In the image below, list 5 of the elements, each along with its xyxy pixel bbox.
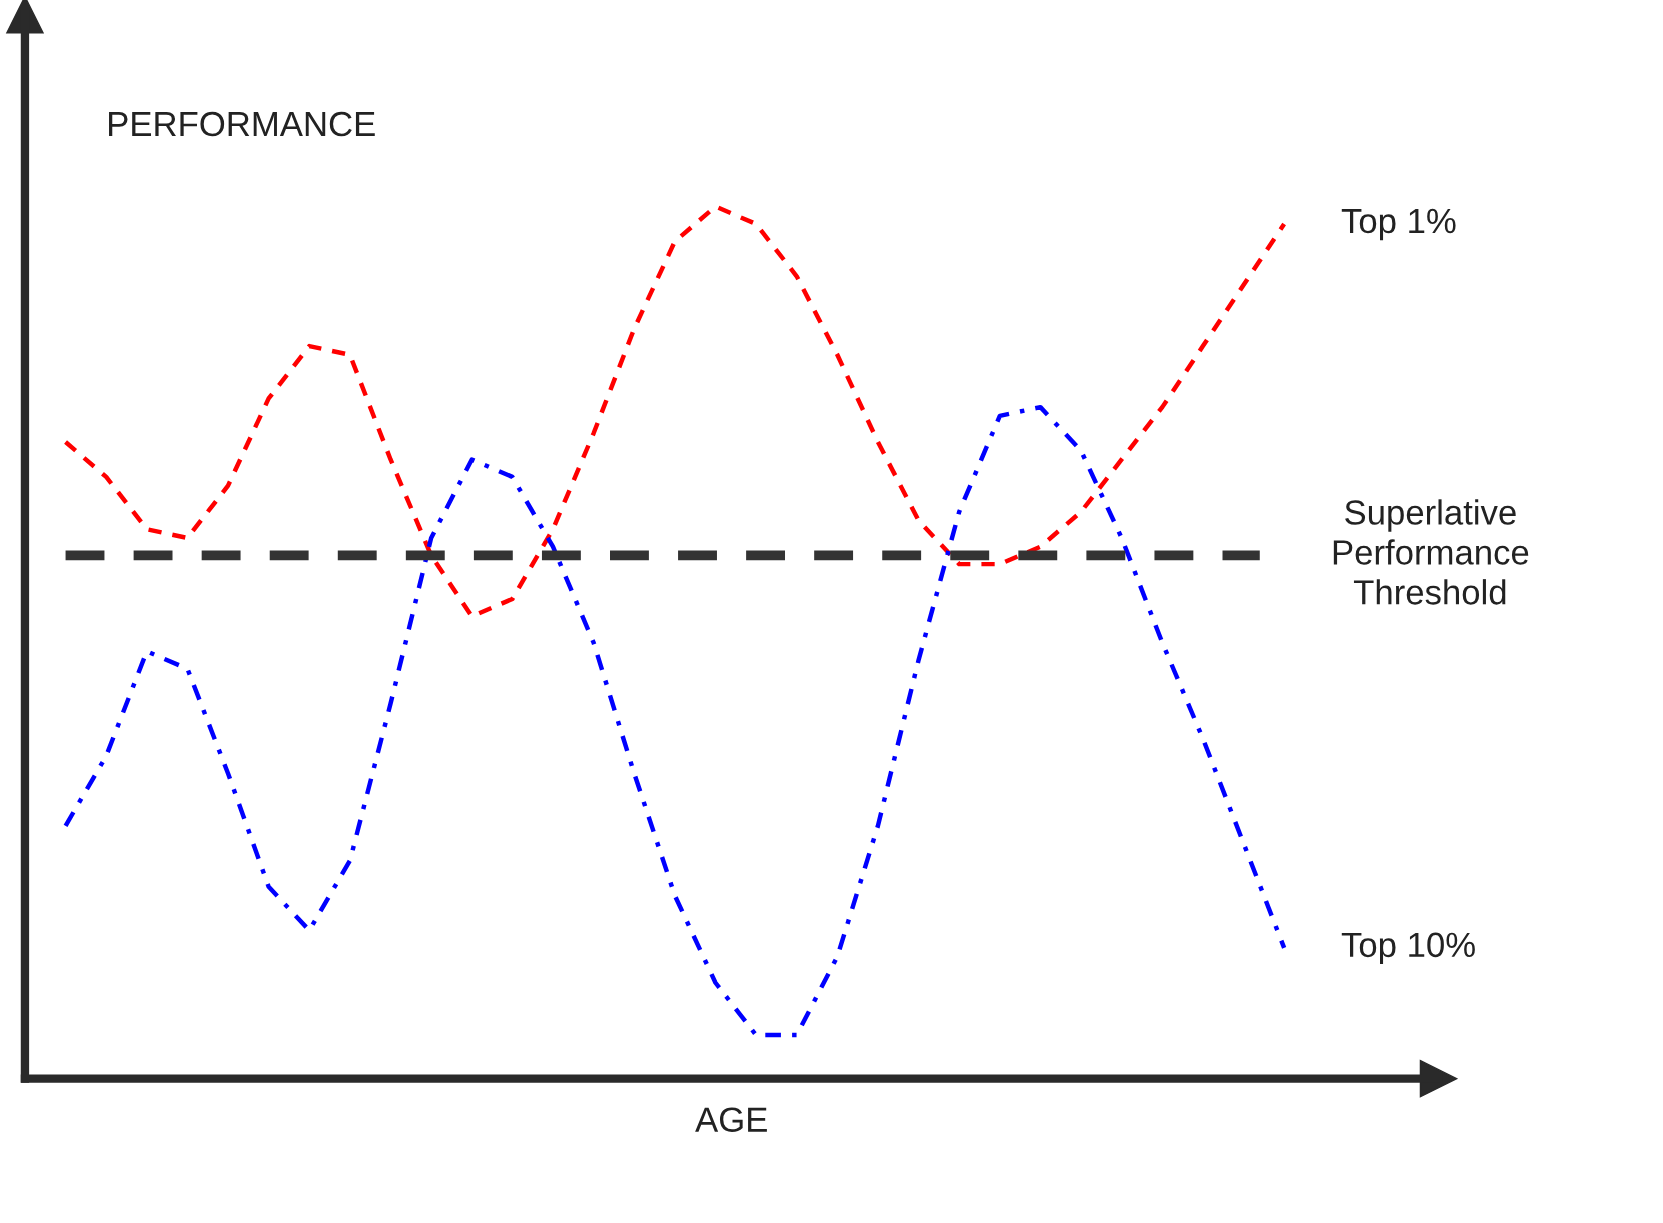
y-axis-title: PERFORMANCE: [109, 111, 375, 137]
x-axis-title: AGE: [695, 1107, 767, 1132]
series-label: Top 1%: [1341, 208, 1456, 241]
series-label: Top 10%: [1341, 932, 1475, 965]
ref-line-label: Superlative Performance Threshold: [1333, 499, 1529, 605]
